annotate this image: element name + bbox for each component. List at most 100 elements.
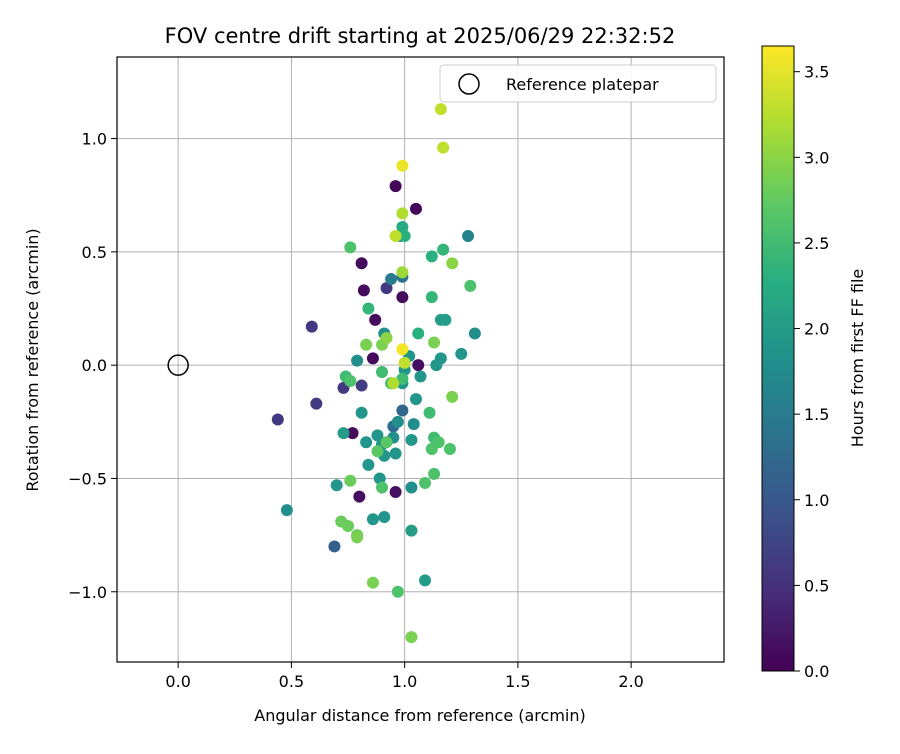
data-point [346, 427, 359, 440]
data-point [366, 513, 379, 526]
data-point [355, 406, 368, 419]
data-point [437, 243, 450, 256]
data-point [396, 220, 409, 233]
legend-box [439, 64, 717, 103]
plot-frame [116, 56, 725, 663]
colorbar-gradient [762, 46, 794, 671]
data-point [464, 279, 477, 292]
data-point [396, 159, 409, 172]
data-point [271, 413, 284, 426]
data-point [405, 481, 418, 494]
data-point [389, 230, 402, 243]
data-point [405, 524, 418, 537]
data-point [396, 207, 409, 220]
data-point [405, 433, 418, 446]
x-tick-label: 0.0 [165, 672, 190, 691]
data-points [271, 103, 481, 644]
data-point [389, 486, 402, 499]
data-point [437, 141, 450, 154]
colorbar-tick-label: 0.5 [804, 576, 829, 595]
data-point [468, 327, 481, 340]
data-point [409, 393, 422, 406]
colorbar-tick-label: 3.5 [804, 63, 829, 82]
data-point [428, 336, 441, 349]
data-point [351, 531, 364, 544]
data-point [455, 347, 468, 360]
data-point [371, 445, 384, 458]
data-point [414, 370, 427, 383]
x-tick-label: 1.5 [505, 672, 530, 691]
data-point [428, 467, 441, 480]
data-point [344, 375, 357, 388]
y-tick-label: −1.0 [68, 583, 107, 602]
data-point [385, 273, 398, 286]
data-point [405, 631, 418, 644]
data-point [434, 103, 447, 116]
data-point [280, 504, 293, 517]
data-point [375, 481, 388, 494]
data-point [378, 510, 391, 523]
data-point [419, 574, 432, 587]
data-point [398, 230, 411, 243]
data-point [355, 257, 368, 270]
data-point [389, 447, 402, 460]
data-point [330, 479, 343, 492]
data-point [396, 404, 409, 417]
data-point [425, 443, 438, 456]
data-point [360, 338, 373, 351]
legend-entry-reference-platepar: Reference platepar [506, 75, 659, 94]
data-point [439, 313, 452, 326]
data-point [446, 390, 459, 403]
data-point [344, 474, 357, 487]
x-axis-label: Angular distance from reference (arcmin) [254, 706, 585, 725]
y-tick-label: −0.5 [68, 469, 107, 488]
data-point [366, 352, 379, 365]
data-point [396, 343, 409, 356]
colorbar-tick-label: 3.0 [804, 148, 829, 167]
data-point [423, 406, 436, 419]
x-axis-ticks: 0.0 0.5 1.0 1.5 2.0 [165, 662, 644, 691]
data-point [425, 291, 438, 304]
data-point [337, 427, 350, 440]
data-point [396, 372, 409, 385]
data-point [371, 429, 384, 442]
grid-lines [117, 57, 724, 662]
data-point [328, 540, 341, 553]
chart-title: FOV centre drift starting at 2025/06/29 … [165, 24, 676, 48]
x-tick-label: 1.0 [392, 672, 417, 691]
data-point [366, 576, 379, 589]
colorbar-frame [761, 45, 795, 672]
data-point [391, 415, 404, 428]
data-point [380, 331, 393, 344]
data-point [375, 365, 388, 378]
data-point [409, 202, 422, 215]
data-point [380, 436, 393, 449]
colorbar-ticks: 0.0 0.5 1.0 1.5 2.0 2.5 3.0 3.5 [794, 63, 829, 681]
data-point [305, 320, 318, 333]
data-point [396, 266, 409, 279]
data-point [430, 359, 443, 372]
data-point [355, 379, 368, 392]
legend: Reference platepar [439, 64, 717, 103]
data-point [419, 476, 432, 489]
data-point [389, 180, 402, 193]
legend-marker-icon [458, 73, 480, 95]
data-point [342, 520, 355, 533]
data-point [310, 397, 323, 410]
y-tick-label: 0.0 [82, 356, 107, 375]
data-point [351, 354, 364, 367]
data-point [362, 458, 375, 471]
data-point [373, 472, 386, 485]
data-point [446, 257, 459, 270]
y-tick-label: 1.0 [82, 130, 107, 149]
colorbar-tick-label: 2.5 [804, 234, 829, 253]
data-point [360, 436, 373, 449]
y-axis-ticks: −1.0 −0.5 0.0 0.5 1.0 [68, 130, 117, 602]
data-point [362, 302, 375, 315]
data-point [398, 356, 411, 369]
data-point [407, 418, 420, 431]
data-point [396, 291, 409, 304]
data-point [425, 250, 438, 263]
